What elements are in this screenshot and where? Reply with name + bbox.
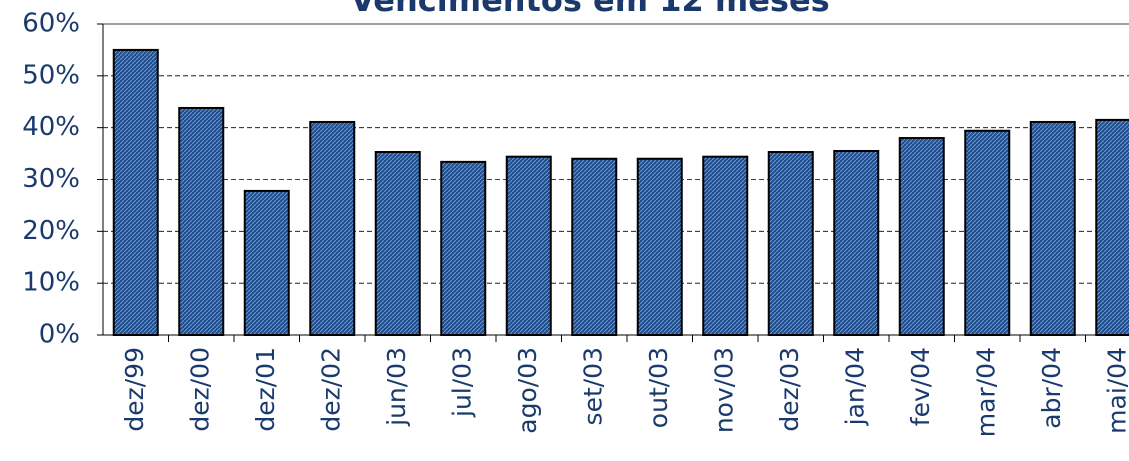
- x-tick-label: dez/03: [775, 347, 804, 432]
- x-tick-label: dez/00: [185, 347, 214, 432]
- x-tick-label: out/03: [644, 347, 673, 428]
- bar: [1095, 118, 1129, 337]
- y-tick-label: 0%: [39, 320, 80, 350]
- x-tick-label: set/03: [578, 347, 607, 425]
- x-tick-label: mar/04: [971, 347, 1000, 437]
- x-tick-label: dez/01: [251, 347, 280, 432]
- bar: [636, 157, 683, 336]
- chart-title: Vencimentos em 12 meses: [350, 0, 829, 19]
- bar: [767, 151, 814, 336]
- y-tick-label: 20%: [22, 216, 80, 246]
- x-tick-label: ago/03: [513, 347, 542, 434]
- bar: [178, 106, 225, 336]
- bar: [833, 149, 880, 336]
- x-tick-label: nov/03: [709, 347, 738, 433]
- x-tick-label: jun/03: [382, 347, 411, 427]
- y-tick-label: 40%: [22, 112, 80, 142]
- x-tick-label: mai/04: [1102, 347, 1129, 434]
- x-tick-label: fev/04: [906, 347, 935, 426]
- bar: [505, 155, 552, 336]
- bar: [571, 157, 618, 336]
- y-tick-label: 30%: [22, 164, 80, 194]
- bar: [1029, 120, 1076, 336]
- bar: [964, 129, 1011, 336]
- x-tick-label: jan/04: [840, 347, 869, 426]
- x-tick-label: dez/99: [120, 347, 149, 432]
- bar: [374, 151, 421, 336]
- x-tick-label: abr/04: [1037, 347, 1066, 429]
- y-tick-label: 10%: [22, 268, 80, 298]
- x-tick-label: jul/03: [447, 347, 476, 418]
- x-tick-label: dez/02: [316, 347, 345, 432]
- y-tick-label: 50%: [22, 60, 80, 90]
- bar: [112, 48, 159, 337]
- bar: [243, 189, 290, 336]
- bar: [702, 155, 749, 336]
- y-tick-label: 60%: [22, 9, 80, 39]
- bar: [309, 120, 356, 336]
- bar: [898, 137, 945, 336]
- bar: [440, 160, 487, 336]
